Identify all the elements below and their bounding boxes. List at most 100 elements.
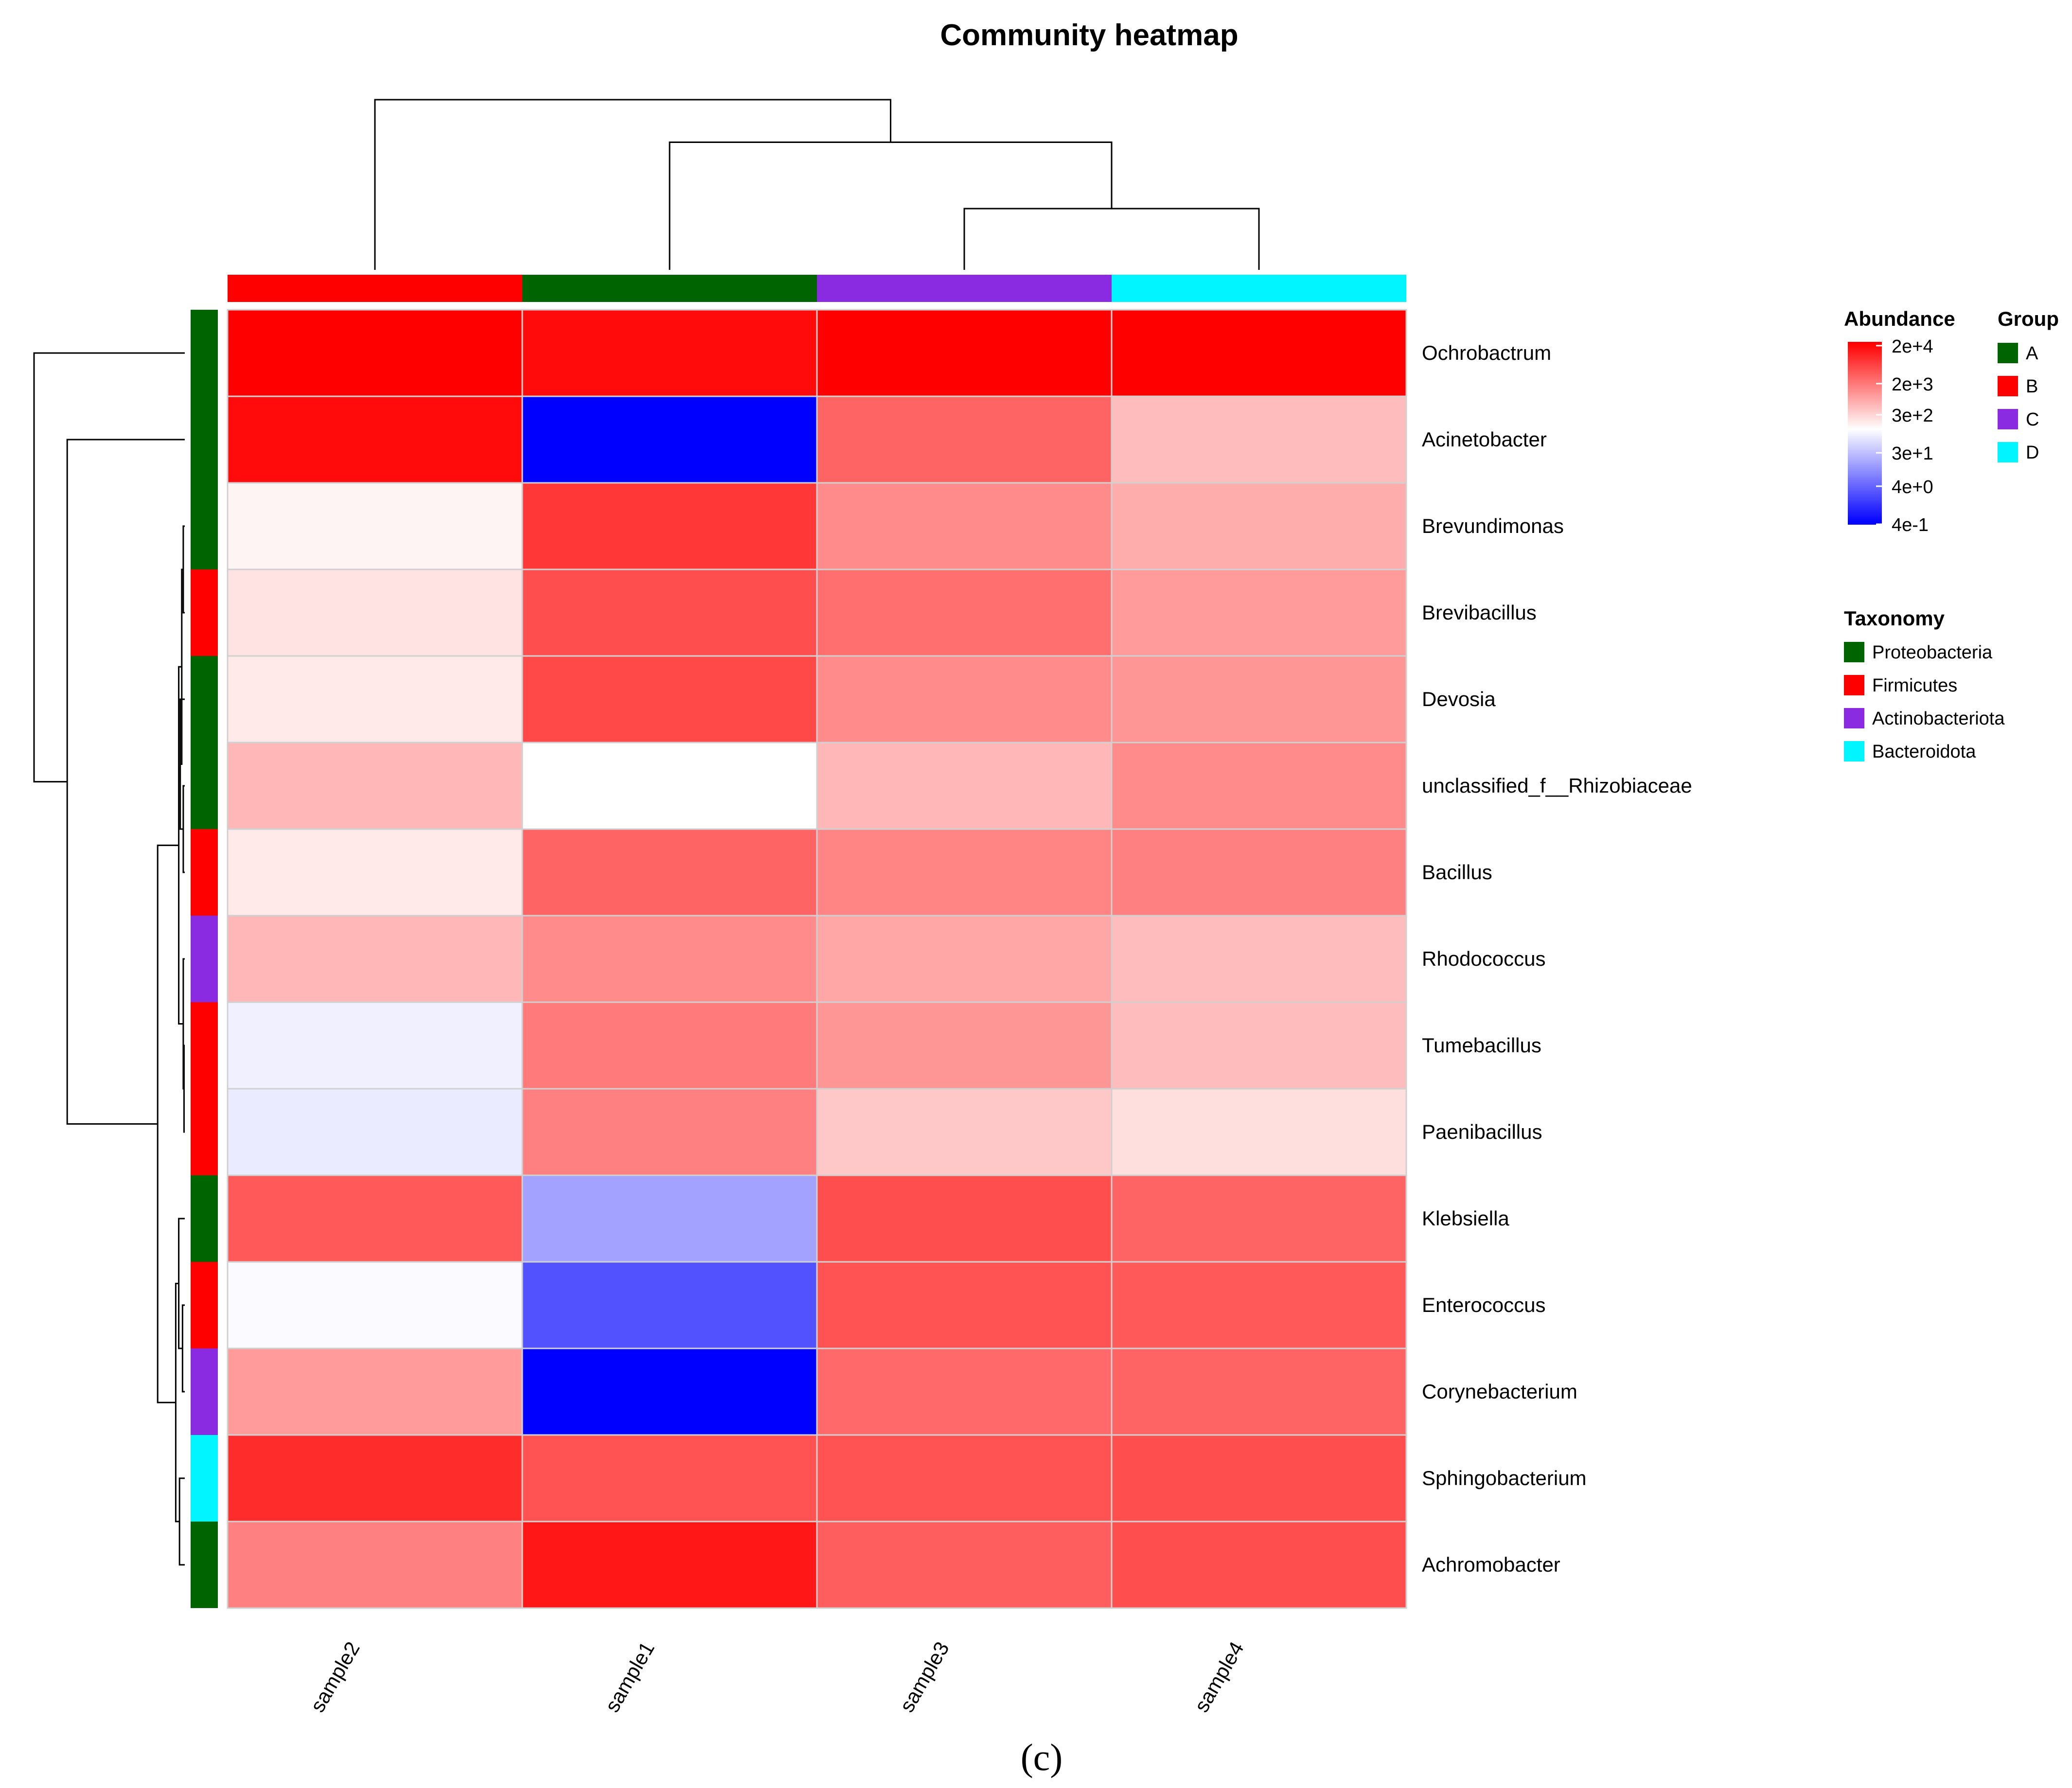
colorbar-segment [1848,516,1882,519]
row-taxonomy-bar [191,916,218,1002]
heatmap-cell [816,828,1113,917]
heatmap-cell [521,1434,818,1522]
row-taxonomy-annotation [191,310,218,1608]
colorbar-segment [1848,506,1882,508]
colorbar-segment [1848,500,1882,502]
heatmap-cell [816,1434,1113,1522]
column-dendrogram [374,99,1260,270]
colorbar-tick-label: 2e+3 [1892,374,1933,395]
group-legend-swatch [1998,376,2018,396]
heatmap-cell [521,395,818,484]
heatmap-cell [521,309,818,397]
row-taxonomy-bar [191,1522,218,1608]
abundance-colorbar-ticks: 2e+4 2e+3 3e+2 3e+1 4e+0 4e-1 [1876,336,1933,535]
heatmap-cell [227,1001,523,1090]
heatmap-cell [816,1088,1113,1176]
colorbar-segment [1848,398,1882,400]
colorbar-tick-label: 4e-1 [1892,515,1929,535]
taxonomy-legend-swatch [1844,675,1864,695]
heatmap-cell [1111,309,1407,397]
genus-label: Brevibacillus [1422,601,1537,624]
taxonomy-legend-items: Proteobacteria Firmicutes Actinobacteriota… [1844,642,2005,762]
group-legend-label: A [2026,343,2038,364]
colorbar-segment [1848,503,1882,505]
panel-label: (c) [1021,1736,1063,1778]
colorbar-segment [1848,501,1882,504]
colorbar-segment [1848,518,1882,520]
genus-label: unclassified_f__Rhizobiaceae [1422,774,1692,797]
colorbar-segment [1848,395,1882,397]
row-taxonomy-bar [191,483,218,569]
heatmap-cell [521,1174,818,1263]
colorbar-segment [1848,390,1882,393]
colorbar-segment [1848,465,1882,467]
abundance-legend-title: Abundance [1844,307,1955,330]
group-legend-label: D [2026,443,2039,463]
colorbar-segment [1848,513,1882,516]
colorbar-segment [1848,469,1882,472]
colorbar-tick-label: 4e+0 [1892,477,1933,497]
colorbar-segment [1848,371,1882,373]
heatmap-cell [816,1174,1113,1263]
genus-label: Achromobacter [1422,1553,1560,1576]
colorbar-segment [1848,368,1882,370]
colorbar-segment [1848,422,1882,425]
colorbar-segment [1848,448,1882,450]
genus-label: Sphingobacterium [1422,1467,1587,1489]
heatmap-cell [816,1261,1113,1349]
heatmap-cell [816,1521,1113,1609]
heatmap-cell [816,482,1113,570]
colorbar-segment [1848,436,1882,438]
colorbar-segment [1848,460,1882,462]
colorbar-segment [1848,403,1882,405]
colorbar-segment [1848,369,1882,372]
colorbar-segment [1848,380,1882,382]
genus-label: Paenibacillus [1422,1120,1542,1143]
colorbar-segment [1848,519,1882,522]
colorbar-segment [1848,361,1882,364]
colorbar-segment [1848,378,1882,381]
row-taxonomy-bar [191,829,218,916]
abundance-colorbar [1848,342,1882,525]
colorbar-segment [1848,521,1882,523]
colorbar-segment [1848,354,1882,356]
heatmap-cell [1111,1174,1407,1263]
colorbar-segment [1848,510,1882,513]
heatmap-cell [521,1001,818,1090]
group-legend-swatch [1998,442,2018,462]
colorbar-segment [1848,392,1882,394]
colorbar-segment [1848,488,1882,490]
colorbar-segment [1848,439,1882,442]
heatmap-cell [816,1001,1113,1090]
row-taxonomy-bar [191,1262,218,1348]
colorbar-segment [1848,441,1882,443]
colorbar-segment [1848,345,1882,347]
row-dendrogram [33,352,185,1566]
chart-title: Community heatmap [940,18,1238,52]
heatmap-cell [521,1261,818,1349]
heatmap-cell [521,1521,818,1609]
row-taxonomy-bar [191,569,218,656]
colorbar-segment [1848,484,1882,487]
row-dendrogram-branch [183,1044,185,1133]
heatmap-cell [227,309,523,397]
colorbar-segment [1848,442,1882,444]
colorbar-segment [1848,468,1882,470]
heatmap-cell [816,568,1113,657]
genus-label: Tumebacillus [1422,1034,1541,1057]
colorbar-segment [1848,437,1882,440]
colorbar-segment [1848,351,1882,353]
heatmap-cell [816,655,1113,744]
taxonomy-legend-label: Firmicutes [1872,675,1957,696]
colorbar-segment [1848,401,1882,403]
colorbar-segment [1848,453,1882,455]
column-group-annotation [228,275,1406,302]
colorbar-segment [1848,498,1882,500]
colorbar-segment [1848,428,1882,431]
group-legend-label: C [2026,409,2039,430]
colorbar-segment [1848,472,1882,475]
colorbar-tick-label: 3e+2 [1892,406,1933,426]
colorbar-segment [1848,373,1882,376]
group-legend-swatch [1998,343,2018,363]
